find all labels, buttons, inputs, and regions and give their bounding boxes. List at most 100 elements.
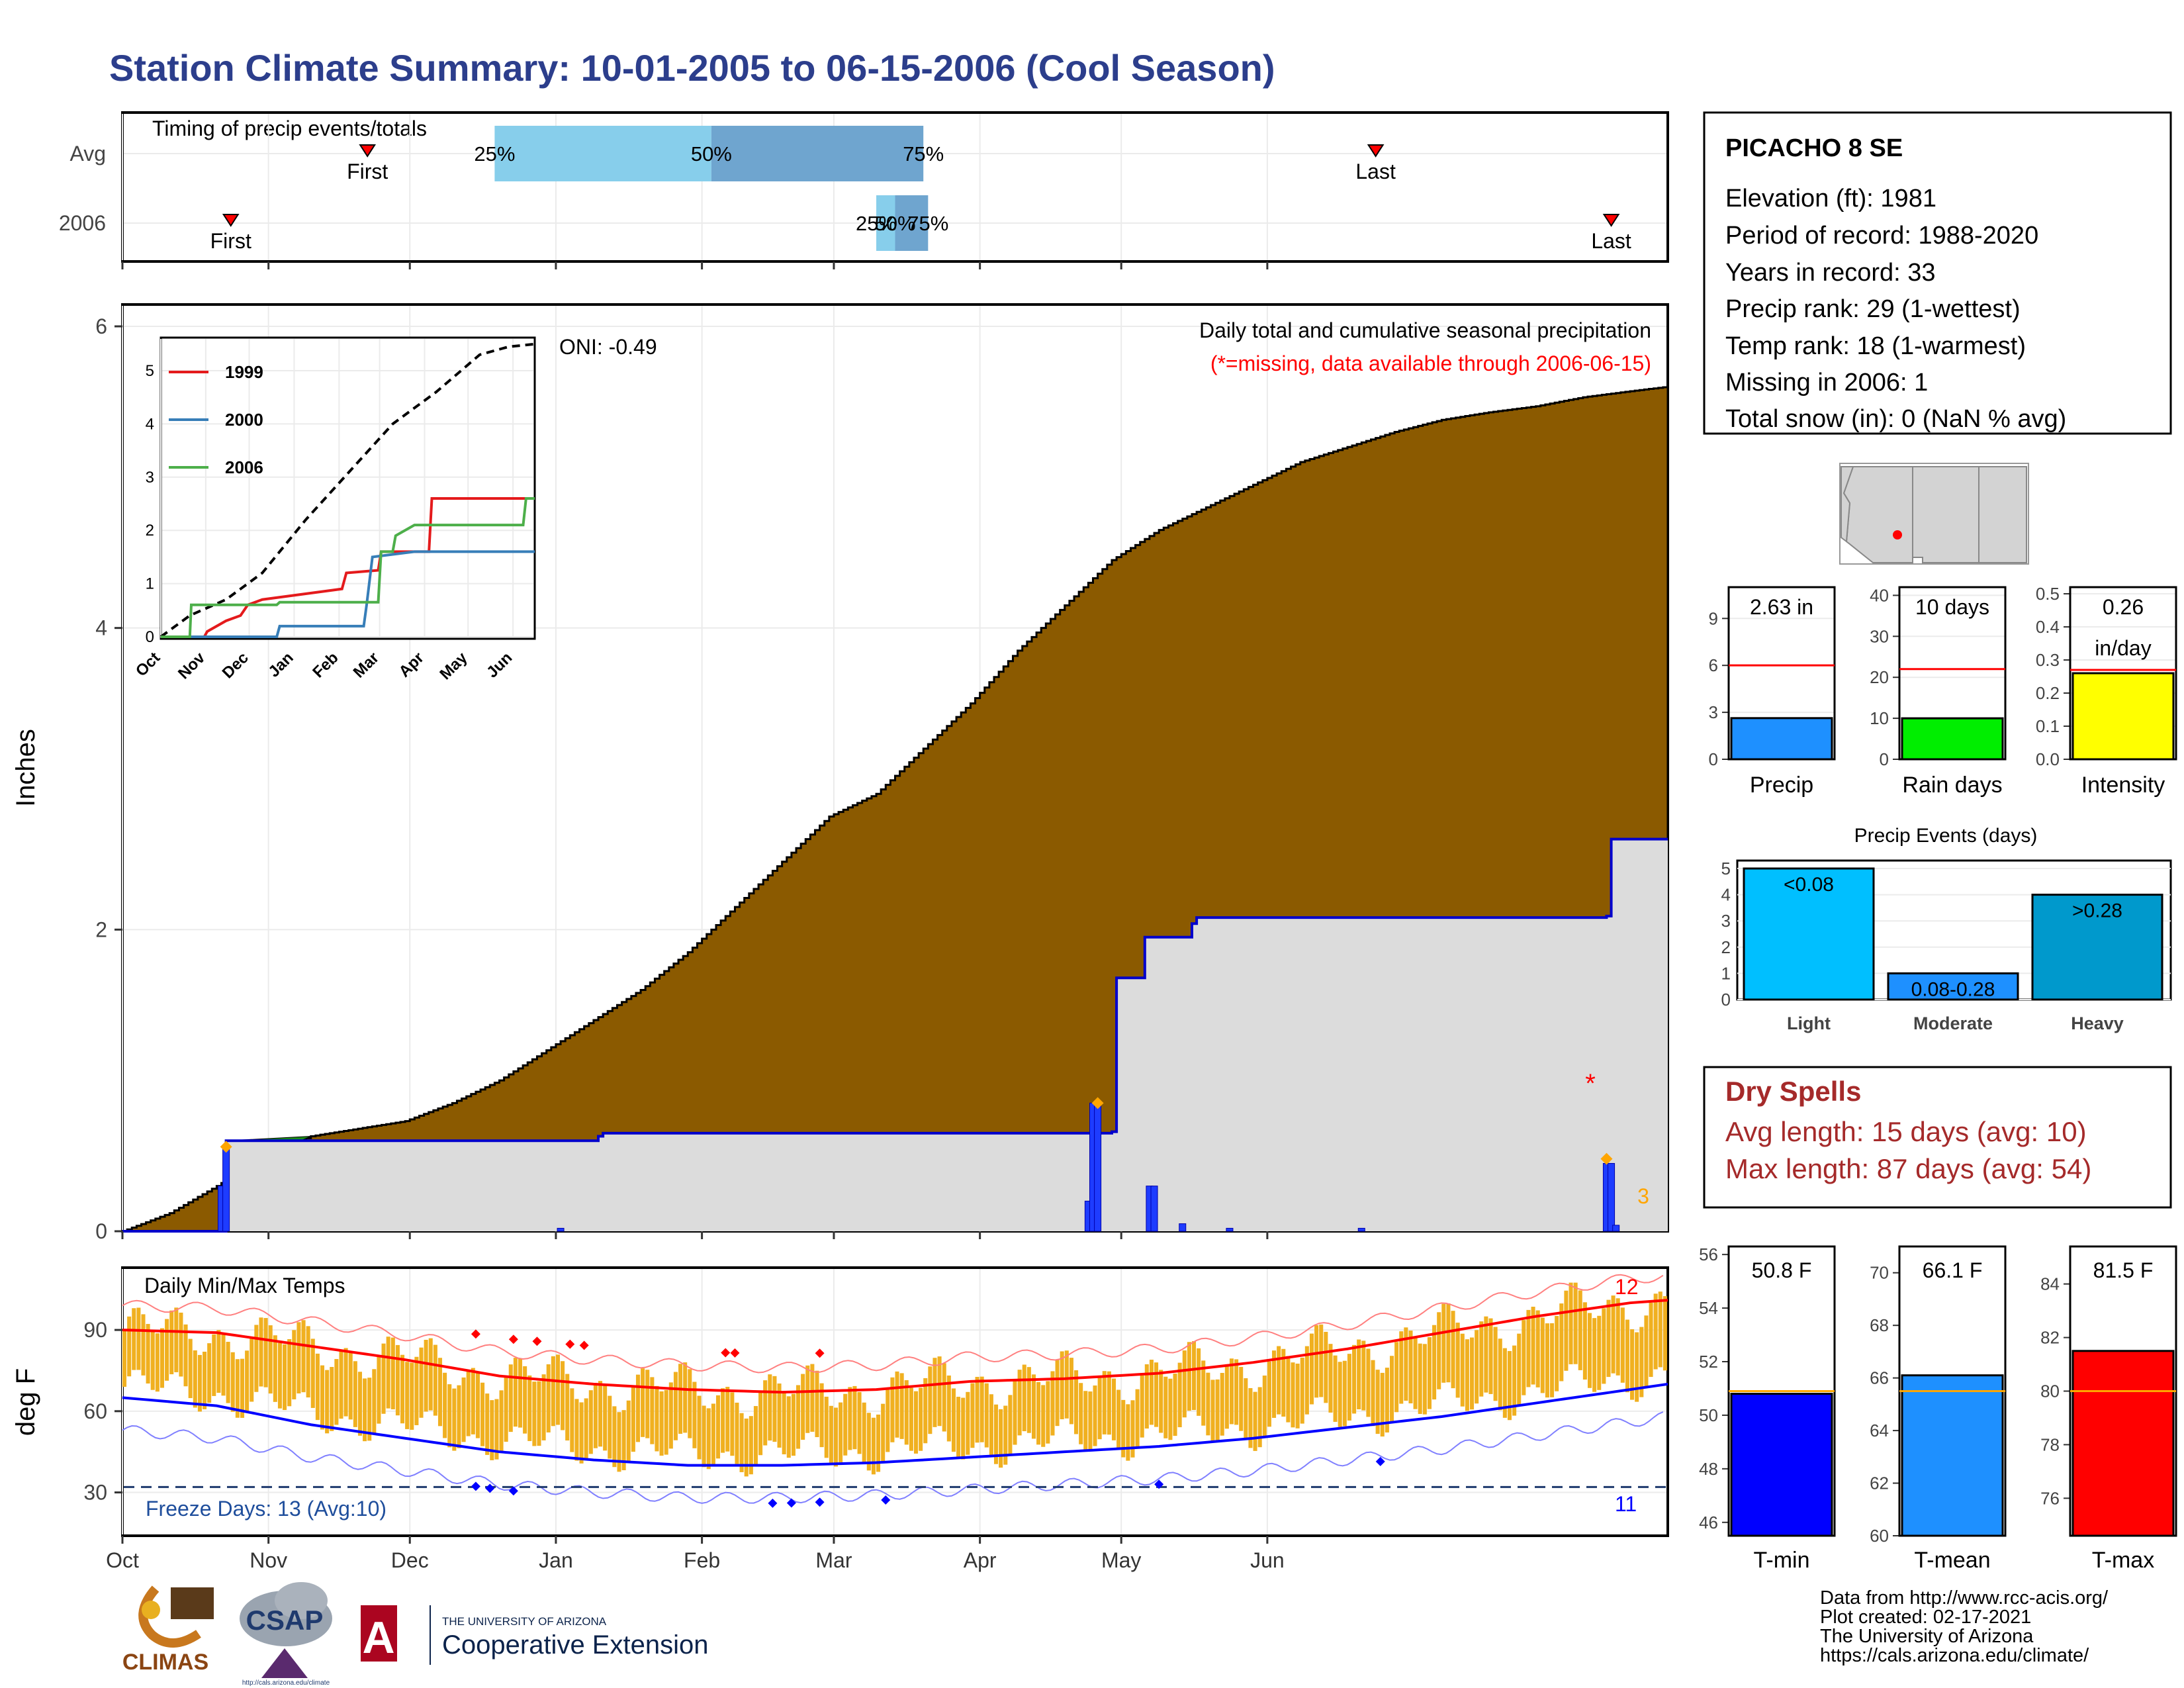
daily-temp-bar xyxy=(721,1388,725,1453)
mini-ytick-label: 3 xyxy=(1709,702,1718,722)
timing-panel: Timing of precip events/totals Avg 2006 … xyxy=(59,111,1669,263)
daily-temp-bar xyxy=(207,1343,212,1403)
ua-big-text: Cooperative Extension xyxy=(442,1630,708,1660)
daily-temp-bar xyxy=(1451,1311,1455,1389)
daily-temp-bar xyxy=(513,1358,518,1427)
daily-temp-bar xyxy=(612,1406,617,1468)
daily-temp-bar xyxy=(749,1416,753,1475)
daily-temp-bar xyxy=(758,1392,763,1456)
daily-temp-bar xyxy=(645,1370,650,1438)
daily-temp-bar xyxy=(287,1338,292,1407)
tmax-average-line xyxy=(122,1299,1668,1394)
map-california xyxy=(1841,466,1854,543)
inset-legend-label: 2000 xyxy=(225,410,263,430)
record-low-marker xyxy=(508,1486,518,1496)
cumulative-2006-line xyxy=(122,837,1668,1233)
temp-ylabel: deg F xyxy=(11,1368,40,1436)
mini-value-label: 10 days xyxy=(1915,595,1989,619)
daily-temp-bar xyxy=(301,1320,306,1393)
month-label: Nov xyxy=(250,1548,287,1572)
daily-temp-bar xyxy=(1639,1327,1644,1397)
daily-temp-bar xyxy=(970,1383,975,1448)
daily-temp-bar xyxy=(122,1330,127,1387)
daily-temp-bar xyxy=(1540,1317,1545,1393)
record-high-marker xyxy=(721,1348,731,1358)
temp-summary-bar-t-mean xyxy=(1901,1374,2004,1537)
daily-temp-bar xyxy=(325,1370,330,1434)
record-low-marker xyxy=(881,1495,891,1505)
daily-temp-bar xyxy=(490,1400,494,1460)
daily-temp-bar xyxy=(523,1366,527,1434)
daily-temp-bar xyxy=(1197,1348,1201,1416)
daily-temp-bar xyxy=(405,1362,410,1429)
mini-ytick-label: 6 xyxy=(1709,655,1718,675)
daily-temp-bar xyxy=(443,1372,447,1438)
daily-temp-bar xyxy=(593,1383,598,1448)
daily-precip-bar xyxy=(1094,1102,1102,1232)
mini-axis-label: Rain days xyxy=(1902,773,2002,798)
daily-temp-bar xyxy=(1154,1362,1159,1427)
daily-temp-bar xyxy=(1375,1370,1380,1434)
daily-temp-bar xyxy=(315,1353,320,1421)
daily-temp-bar xyxy=(480,1382,485,1446)
mini-value-unit: in/day xyxy=(2095,636,2151,660)
daily-temp-bar xyxy=(165,1319,169,1381)
station-period: Period of record: 1988-2020 xyxy=(1725,222,2038,250)
inset-legend-label: 1999 xyxy=(225,362,263,382)
daily-temp-bar xyxy=(711,1403,715,1466)
timing-2006-marker xyxy=(222,214,240,227)
daily-temp-bar xyxy=(353,1361,357,1427)
daily-temp-bar xyxy=(169,1310,174,1375)
daily-temp-bar xyxy=(1502,1348,1507,1418)
daily-temp-bar xyxy=(871,1417,876,1475)
daily-temp-bar xyxy=(410,1362,414,1430)
dry-spells-frame xyxy=(1703,1066,2172,1209)
daily-temp-bar xyxy=(414,1356,419,1425)
daily-temp-bar xyxy=(1545,1323,1549,1398)
daily-temp-bar xyxy=(683,1362,688,1433)
daily-temp-bar xyxy=(1347,1354,1351,1421)
temp-summary-ytick-label: 84 xyxy=(2040,1274,2060,1294)
daily-temp-bar xyxy=(702,1405,706,1468)
precip-panel: 0 2 4 6 Daily total and cumulative seasonal… xyxy=(11,303,1669,1243)
temp-summary-value: 81.5 F xyxy=(2093,1258,2154,1282)
daily-temp-bar xyxy=(1017,1370,1022,1436)
daily-temp-bar xyxy=(283,1344,287,1411)
events-ytick-label: 3 xyxy=(1721,911,1731,931)
record-high-marker xyxy=(508,1335,518,1344)
daily-temp-bar xyxy=(1635,1332,1639,1402)
inset-ytick-label: 4 xyxy=(146,415,154,433)
daily-temp-bar xyxy=(212,1334,216,1396)
daily-temp-bar xyxy=(1003,1405,1008,1465)
timing-avg-pct-label: 75% xyxy=(903,142,944,165)
daily-temp-bar xyxy=(1013,1381,1017,1445)
daily-temp-bar xyxy=(659,1391,664,1456)
daily-temp-bar xyxy=(1455,1323,1460,1398)
daily-temp-bar xyxy=(221,1333,226,1396)
daily-temp-bar xyxy=(296,1322,301,1394)
daily-temp-bar xyxy=(1121,1399,1126,1458)
station-box-frame xyxy=(1703,111,2172,435)
daily-temp-bar xyxy=(1484,1316,1488,1393)
mini-bar-rain-days xyxy=(1901,717,2004,761)
dry-spells-max: Max length: 87 days (avg: 54) xyxy=(1725,1153,2091,1184)
climas-logo: CLIMAS xyxy=(122,1585,214,1675)
timing-avg-iqr-upper xyxy=(711,126,924,181)
daily-precip-bar xyxy=(222,1148,230,1232)
timing-label: Timing of precip events/totals xyxy=(152,117,427,140)
daily-temp-bar xyxy=(768,1374,772,1441)
daily-temp-bar xyxy=(617,1412,621,1472)
daily-temp-bar xyxy=(367,1378,372,1441)
daily-temp-bar xyxy=(1140,1375,1144,1438)
daily-temp-bar xyxy=(1653,1293,1658,1370)
daily-temp-bar xyxy=(692,1382,697,1448)
daily-temp-bar xyxy=(537,1381,541,1446)
inset-line-2006 xyxy=(161,496,535,638)
temp-summary-ytick-label: 80 xyxy=(2040,1382,2060,1401)
timing-avg-marker xyxy=(1367,144,1385,158)
month-label: Apr xyxy=(964,1548,997,1572)
events-bar-heavy xyxy=(2031,894,2163,1001)
daily-temp-bar xyxy=(1022,1364,1026,1432)
daily-temp-bar xyxy=(1592,1318,1597,1392)
